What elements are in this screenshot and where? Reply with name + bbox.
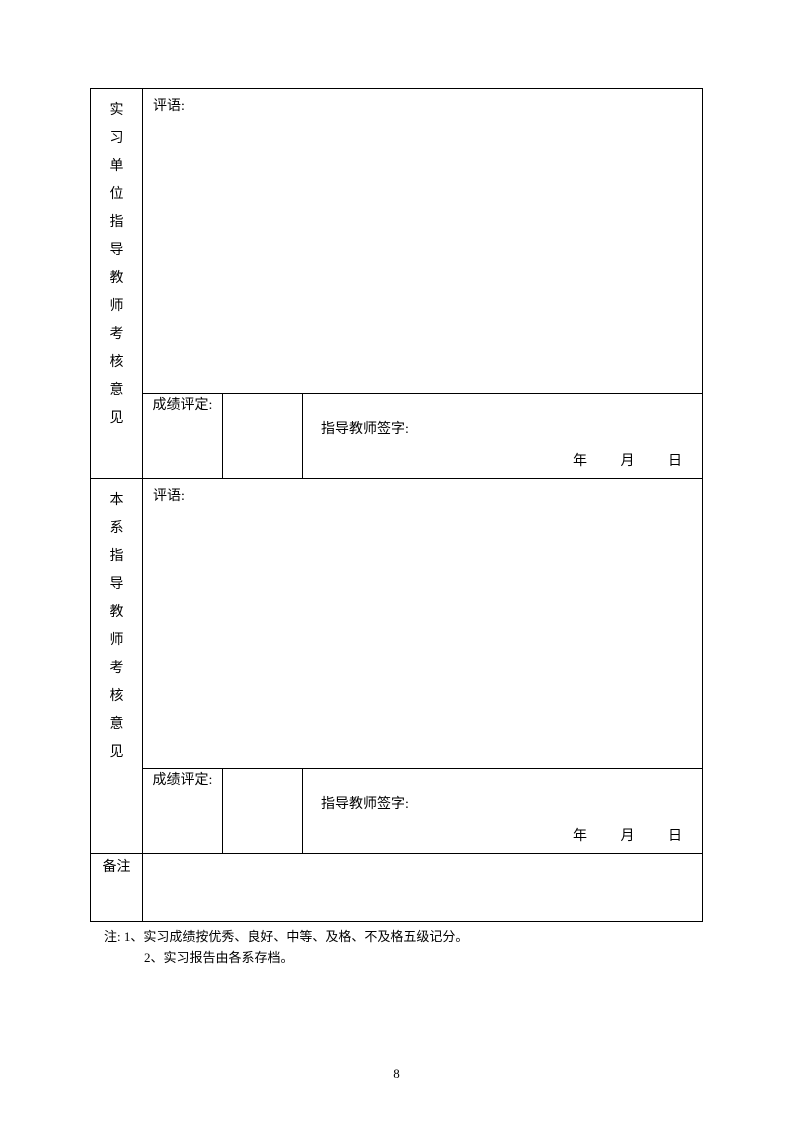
evaluation-table: 实习单位指导教师考核意见 评语: 成绩评定: 指导教师签字: 年 月 日 本系指… <box>90 88 703 922</box>
section1-comment-cell: 评语: <box>143 89 703 394</box>
date-line-2: 年 月 日 <box>573 825 682 845</box>
comment-label-2: 评语: <box>153 489 185 504</box>
page-number: 8 <box>0 1066 793 1082</box>
note-line-2: 2、实习报告由各系存档。 <box>104 948 703 969</box>
note-line-1: 注: 1、实习成绩按优秀、良好、中等、及格、不及格五级记分。 <box>104 927 703 948</box>
section2-comment-cell: 评语: <box>143 479 703 769</box>
notes-section: 注: 1、实习成绩按优秀、良好、中等、及格、不及格五级记分。 2、实习报告由各系… <box>90 927 703 969</box>
year-2: 年 <box>573 825 587 845</box>
remark-label: 备注 <box>91 854 143 922</box>
section2-label: 本系指导教师考核意见 <box>91 479 143 854</box>
grade-blank-1 <box>223 394 303 479</box>
month-2: 月 <box>621 825 635 845</box>
section1-label: 实习单位指导教师考核意见 <box>91 89 143 479</box>
signature-cell-1: 指导教师签字: 年 月 日 <box>303 394 703 479</box>
month-1: 月 <box>621 450 635 470</box>
day-1: 日 <box>668 450 682 470</box>
signature-cell-2: 指导教师签字: 年 月 日 <box>303 769 703 854</box>
date-line-1: 年 月 日 <box>573 450 682 470</box>
grade-label-2: 成绩评定: <box>143 769 223 854</box>
day-2: 日 <box>668 825 682 845</box>
year-1: 年 <box>573 450 587 470</box>
remark-cell <box>143 854 703 922</box>
comment-label-1: 评语: <box>153 99 185 114</box>
page-container: 实习单位指导教师考核意见 评语: 成绩评定: 指导教师签字: 年 月 日 本系指… <box>90 88 703 969</box>
signature-label-1: 指导教师签字: <box>321 418 702 438</box>
signature-label-2: 指导教师签字: <box>321 793 702 813</box>
grade-blank-2 <box>223 769 303 854</box>
grade-label-1: 成绩评定: <box>143 394 223 479</box>
